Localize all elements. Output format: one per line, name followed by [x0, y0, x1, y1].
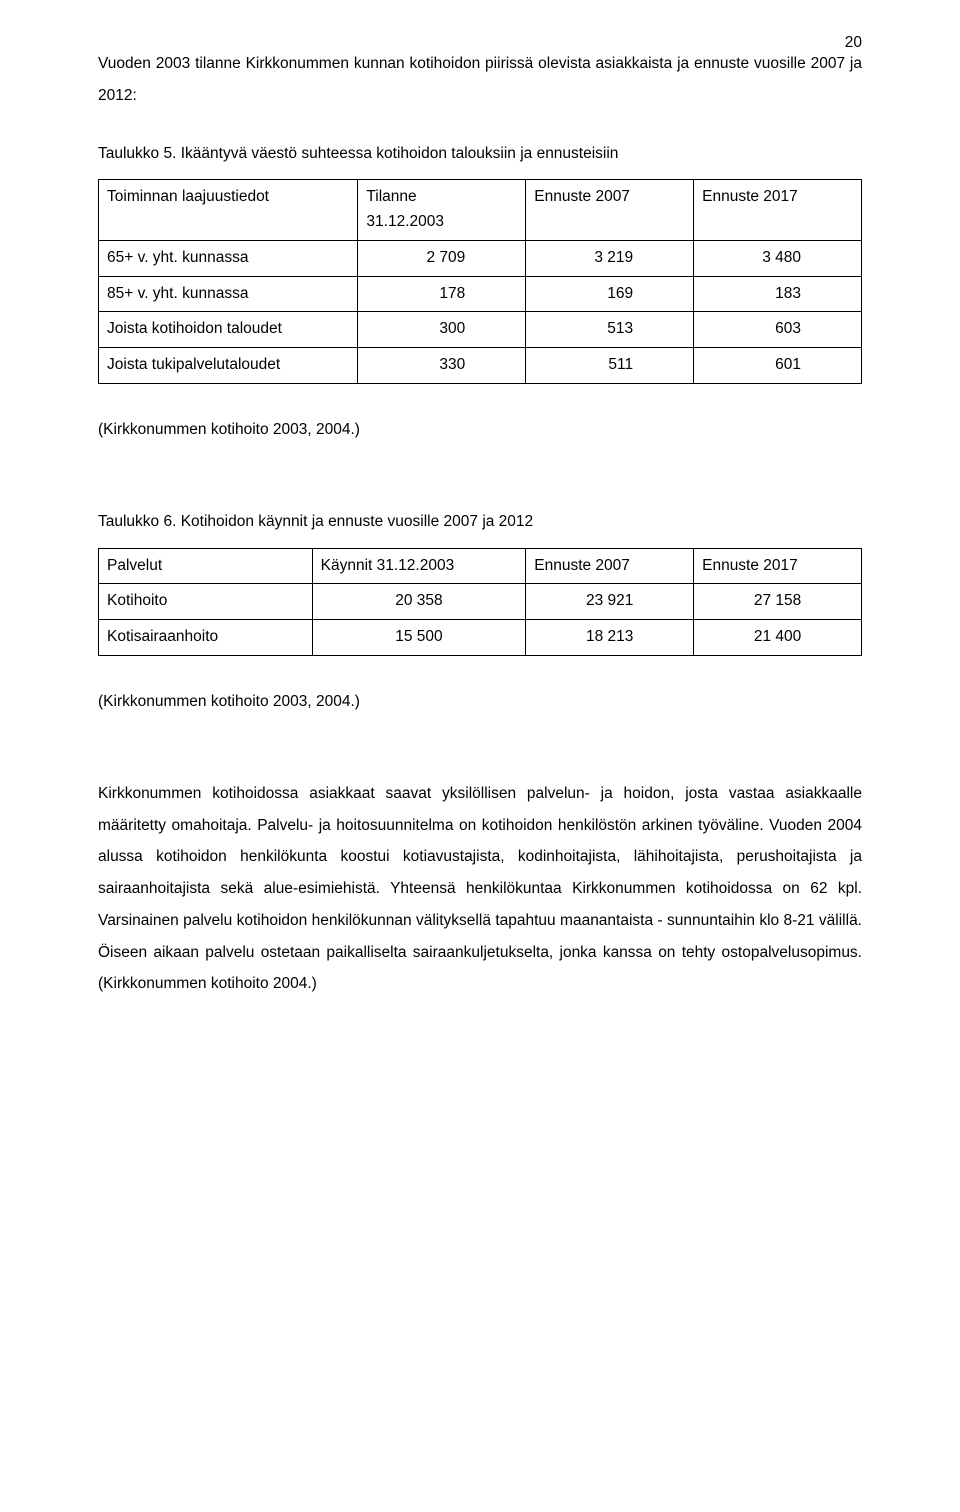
table-row: Palvelut Käynnit 31.12.2003 Ennuste 2007… — [99, 548, 862, 584]
cell-value: 2 709 — [358, 240, 526, 276]
spacer — [98, 758, 862, 778]
cell-value: 3 480 — [694, 240, 862, 276]
table2-h3: Ennuste 2017 — [694, 548, 862, 584]
cell-value: 18 213 — [526, 620, 694, 656]
source1: (Kirkkonummen kotihoito 2003, 2004.) — [98, 414, 862, 446]
cell-value: 183 — [694, 276, 862, 312]
cell-value: 20 358 — [312, 584, 526, 620]
cell-value: 300 — [358, 312, 526, 348]
page: 20 Vuoden 2003 tilanne Kirkkonummen kunn… — [0, 0, 960, 1512]
cell-value: 27 158 — [694, 584, 862, 620]
cell-value: 178 — [358, 276, 526, 312]
table-row: Joista kotihoidon taloudet 300 513 603 — [99, 312, 862, 348]
table1-h2: Ennuste 2007 — [526, 180, 694, 241]
cell-value: 21 400 — [694, 620, 862, 656]
cell-value: 330 — [358, 348, 526, 384]
table-row: Joista tukipalvelutaloudet 330 511 601 — [99, 348, 862, 384]
table-row: 85+ v. yht. kunnassa 178 169 183 — [99, 276, 862, 312]
table2: Palvelut Käynnit 31.12.2003 Ennuste 2007… — [98, 548, 862, 656]
table-row: Toiminnan laajuustiedot Tilanne 31.12.20… — [99, 180, 862, 241]
cell-label: Kotisairaanhoito — [99, 620, 313, 656]
cell-value: 603 — [694, 312, 862, 348]
table-row: Kotisairaanhoito 15 500 18 213 21 400 — [99, 620, 862, 656]
cell-value: 169 — [526, 276, 694, 312]
table-row: 65+ v. yht. kunnassa 2 709 3 219 3 480 — [99, 240, 862, 276]
table-row: Kotihoito 20 358 23 921 27 158 — [99, 584, 862, 620]
cell-label: Joista tukipalvelutaloudet — [99, 348, 358, 384]
cell-label: Joista kotihoidon taloudet — [99, 312, 358, 348]
table2-caption: Taulukko 6. Kotihoidon käynnit ja ennust… — [98, 506, 862, 538]
cell-label: 85+ v. yht. kunnassa — [99, 276, 358, 312]
table1-h0: Toiminnan laajuustiedot — [99, 180, 358, 241]
table1-h1-line1: Tilanne — [366, 188, 416, 205]
cell-label: Kotihoito — [99, 584, 313, 620]
cell-value: 601 — [694, 348, 862, 384]
spacer — [98, 486, 862, 506]
table1-caption: Taulukko 5. Ikääntyvä väestö suhteessa k… — [98, 138, 862, 170]
table1: Toiminnan laajuustiedot Tilanne 31.12.20… — [98, 179, 862, 384]
body-paragraph: Kirkkonummen kotihoidossa asiakkaat saav… — [98, 778, 862, 1000]
cell-value: 513 — [526, 312, 694, 348]
cell-label: 65+ v. yht. kunnassa — [99, 240, 358, 276]
cell-value: 511 — [526, 348, 694, 384]
table2-h0: Palvelut — [99, 548, 313, 584]
cell-value: 15 500 — [312, 620, 526, 656]
table1-h1-line2: 31.12.2003 — [366, 213, 444, 230]
intro-paragraph: Vuoden 2003 tilanne Kirkkonummen kunnan … — [98, 48, 862, 112]
table2-h2: Ennuste 2007 — [526, 548, 694, 584]
cell-value: 3 219 — [526, 240, 694, 276]
table1-h3: Ennuste 2017 — [694, 180, 862, 241]
table1-h1: Tilanne 31.12.2003 — [358, 180, 526, 241]
table2-h1: Käynnit 31.12.2003 — [312, 548, 526, 584]
page-number: 20 — [845, 34, 862, 52]
source2: (Kirkkonummen kotihoito 2003, 2004.) — [98, 686, 862, 718]
cell-value: 23 921 — [526, 584, 694, 620]
